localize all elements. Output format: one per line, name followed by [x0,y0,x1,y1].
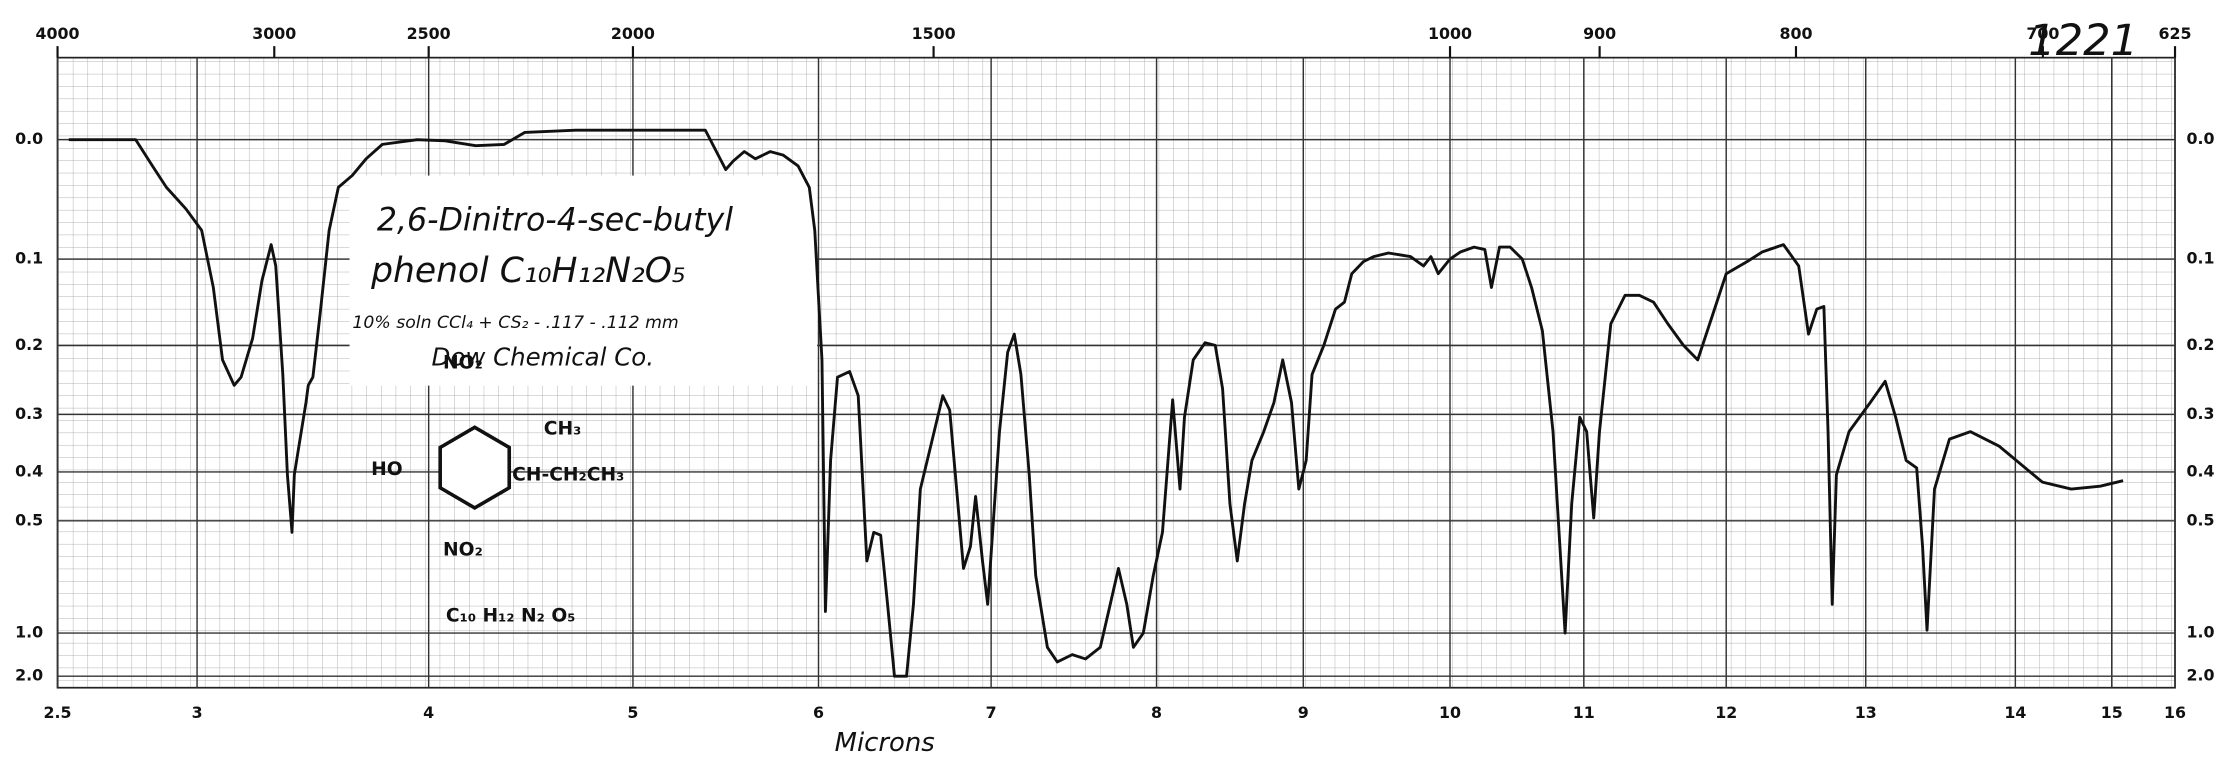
x2-tick-label: 3000 [252,24,296,43]
x-tick-label: 2.5 [44,703,72,722]
x-tick-label: 12 [1715,703,1737,722]
x-tick-label: 14 [2004,703,2026,722]
x-tick-label: 7 [986,703,997,722]
note-line: Dow Chemical Co. [432,342,654,371]
x2-tick-label: 700 [2026,24,2059,43]
structure-label: CH₃ [544,419,582,440]
structure-label: NO₂ [443,352,483,373]
note-line: 2,6-Dinitro-4-sec-butyl [377,202,733,238]
annotation: 1221 [2028,16,2138,66]
structure-label: CH-CH₂CH₃ [512,465,624,486]
y-tick-label: 0.1 [2187,249,2215,268]
y-tick-label: 0.2 [2187,335,2215,354]
note-line: phenol C₁₀H₁₂N₂O₅ [370,251,686,291]
x2-tick-label: 2500 [407,24,451,43]
y-tick-label: 0.0 [2187,129,2215,148]
structure-label: NO₂ [443,539,483,560]
spectrum-line [68,128,2124,678]
y-tick-label: 0.3 [15,404,43,423]
y-tick-label: 2.0 [15,666,43,685]
note-line: 10% soln CCl₄ + CS₂ - .117 - .112 mm [352,313,678,333]
x2-tick-label: 800 [1779,24,1812,43]
x-tick-label: 4 [423,703,434,722]
x-tick-label: 11 [1573,703,1595,722]
y-tick-label: 0.4 [15,461,43,480]
x2-tick-label: 4000 [36,24,80,43]
structure-label: HO [371,459,403,480]
benzene-ring [438,425,512,510]
y-tick-label: 0.5 [15,510,43,529]
structure-label: C₁₀ H₁₂ N₂ O₅ [446,606,576,627]
x2-tick-label: 1500 [912,24,956,43]
x-tick-label: 5 [627,703,638,722]
x-tick-label: 8 [1151,703,1162,722]
x-tick-label: 3 [192,703,203,722]
x2-tick-label: 900 [1583,24,1616,43]
y-tick-label: 0.3 [2187,404,2215,423]
y-tick-label: 0.2 [15,335,43,354]
y-tick-label: 0.1 [15,249,43,268]
y-tick-label: 1.0 [2187,623,2215,642]
x-tick-label: 13 [1855,703,1877,722]
grid-layer: 2.5 3 4 5 6 7 8 9 10 11 12 13 14 15 16 4000 3000 2500 2000… [15,24,2214,722]
x-axis-label: Microns [835,728,935,758]
y-tick-label: 0.5 [2187,510,2215,529]
curve-layer [68,128,2124,678]
x2-tick-label: 2000 [611,24,655,43]
x2-tick-label: 1000 [1428,24,1472,43]
y-tick-label: 0.0 [15,129,43,148]
y-tick-label: 2.0 [2187,666,2215,685]
note-box [349,175,818,386]
x-tick-label: 15 [2101,703,2123,722]
y-tick-label: 1.0 [15,623,43,642]
y-tick-label: 0.4 [2187,461,2215,480]
x-tick-label: 10 [1439,703,1461,722]
x-tick-label: 16 [2164,703,2186,722]
x2-tick-label: 625 [2159,24,2192,43]
x-tick-label: 6 [813,703,824,722]
x-tick-label: 9 [1298,703,1309,722]
